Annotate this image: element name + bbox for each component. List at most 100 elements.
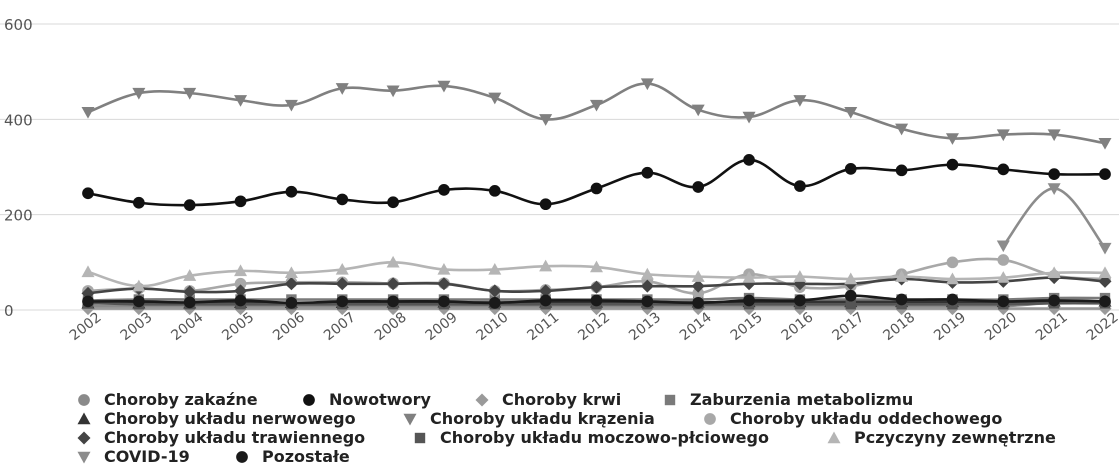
data-point-choroby-ukladu-oddechowego xyxy=(946,256,959,269)
data-point-nowotwory xyxy=(488,184,501,197)
data-point-choroby-ukladu-krazenia xyxy=(1098,137,1112,150)
x-tick-label: 2020 xyxy=(982,309,1020,344)
data-point-nowotwory xyxy=(743,154,755,166)
data-point-nowotwory xyxy=(692,181,705,193)
data-point-choroby-ukladu-krazenia xyxy=(81,106,95,119)
data-point-choroby-ukladu-trawiennego xyxy=(234,284,248,298)
data-point-pozostale xyxy=(844,289,857,302)
data-point-choroby-ukladu-trawiennego xyxy=(590,280,603,294)
data-point-choroby-ukladu-trawiennego xyxy=(539,284,553,298)
x-tick-label: 2006 xyxy=(270,309,308,344)
data-point-choroby-ukladu-krazenia xyxy=(996,129,1010,142)
data-point-choroby-ukladu-trawiennego xyxy=(1098,274,1112,288)
series-pozostale xyxy=(82,289,1111,309)
data-point-pczyczyny-zewnetrzne xyxy=(284,266,298,279)
data-point-pczyczyny-zewnetrzne xyxy=(488,262,502,275)
data-point-nowotwory xyxy=(387,196,399,209)
data-point-pozostale xyxy=(133,295,145,308)
data-point-choroby-ukladu-krazenia xyxy=(539,114,553,126)
data-point-pozostale xyxy=(183,296,196,309)
data-point-choroby-ukladu-trawiennego xyxy=(640,279,654,293)
series-pczyczyny-zewnetrzne xyxy=(81,255,1112,292)
legend-label: Zaburzenia metabolizmu xyxy=(690,390,913,409)
x-tick-label: 2011 xyxy=(524,309,562,344)
data-point-nowotwory xyxy=(997,163,1010,176)
data-point-choroby-ukladu-krazenia xyxy=(1047,129,1061,142)
x-tick-label: 2015 xyxy=(728,309,766,344)
data-point-pczyczyny-zewnetrzne xyxy=(742,271,756,283)
data-point-pozostale xyxy=(438,295,450,308)
data-point-nowotwory xyxy=(641,166,654,179)
legend-marker xyxy=(77,412,91,425)
legend-marker xyxy=(414,432,426,444)
series-line-covid-19 xyxy=(1002,187,1107,249)
x-tick-label: 2019 xyxy=(931,309,969,344)
data-point-choroby-ukladu-trawiennego xyxy=(488,284,502,298)
x-tick-label: 2012 xyxy=(575,309,613,344)
legend-item-zaburzenia-metabolizmu: Zaburzenia metabolizmu xyxy=(664,390,913,409)
data-point-choroby-ukladu-trawiennego xyxy=(691,279,705,293)
data-point-nowotwory xyxy=(234,195,247,208)
data-point-pozostale xyxy=(539,294,552,307)
data-point-pozostale xyxy=(488,297,501,309)
y-tick-label: 0 xyxy=(4,302,14,320)
x-tick-label: 2008 xyxy=(372,309,410,344)
data-point-choroby-ukladu-oddechowego xyxy=(692,287,705,300)
legend-item-choroby-ukladu-oddechowego: Choroby układu oddechowego xyxy=(704,409,1002,428)
data-point-nowotwory xyxy=(82,187,94,200)
data-point-choroby-ukladu-krazenia xyxy=(132,87,146,100)
x-tick-label: 2003 xyxy=(118,309,156,344)
data-point-pczyczyny-zewnetrzne xyxy=(640,267,654,280)
series-choroby-ukladu-trawiennego xyxy=(81,271,1112,300)
legend-marker xyxy=(664,394,676,406)
data-point-choroby-ukladu-krazenia xyxy=(895,123,909,136)
data-point-pczyczyny-zewnetrzne xyxy=(234,264,248,277)
data-point-nowotwory xyxy=(794,180,806,192)
legend-item-choroby-ukladu-krazenia: Choroby układu krązenia xyxy=(403,409,655,428)
data-point-pozostale xyxy=(946,293,959,306)
data-point-choroby-ukladu-krazenia xyxy=(437,80,451,93)
data-point-nowotwory xyxy=(133,196,145,209)
legend-marker xyxy=(704,413,716,425)
series-nowotwory xyxy=(82,154,1111,211)
data-point-pozostale xyxy=(997,295,1010,308)
data-point-nowotwory xyxy=(844,163,857,175)
legend-label: COVID-19 xyxy=(104,447,190,466)
data-point-pozostale xyxy=(794,294,806,307)
x-tick-label: 2014 xyxy=(677,309,715,344)
legend-marker xyxy=(77,431,91,445)
legend-marker xyxy=(236,451,248,463)
legend-item-covid-19: COVID-19 xyxy=(77,447,190,466)
legend-item-choroby-krwi: Choroby krwi xyxy=(475,390,621,409)
x-tick-label: 2021 xyxy=(1033,309,1071,344)
data-point-pczyczyny-zewnetrzne xyxy=(1098,266,1112,279)
data-point-choroby-ukladu-trawiennego xyxy=(183,285,197,299)
series-covid-19 xyxy=(996,183,1112,255)
x-tick-label: 2018 xyxy=(880,309,918,344)
data-point-choroby-ukladu-krazenia xyxy=(284,99,298,112)
data-point-choroby-ukladu-krazenia xyxy=(488,92,502,105)
data-point-covid-19 xyxy=(996,240,1010,253)
x-tick-label: 2016 xyxy=(779,309,817,344)
data-point-pczyczyny-zewnetrzne xyxy=(335,262,349,275)
x-tick-label: 2013 xyxy=(626,309,664,344)
data-point-pczyczyny-zewnetrzne xyxy=(386,255,400,268)
data-point-covid-19 xyxy=(1047,183,1061,195)
legend-label: Choroby zakaźne xyxy=(104,390,258,409)
data-point-pczyczyny-zewnetrzne xyxy=(895,270,909,282)
legend-item-choroby-ukladu-trawiennego: Choroby układu trawiennego xyxy=(77,428,365,447)
data-point-pczyczyny-zewnetrzne xyxy=(539,259,553,272)
data-point-nowotwory xyxy=(285,185,298,198)
data-point-pozostale xyxy=(336,295,349,308)
data-point-choroby-ukladu-trawiennego xyxy=(386,277,400,291)
data-point-pczyczyny-zewnetrzne xyxy=(793,270,807,282)
data-point-choroby-ukladu-trawiennego xyxy=(284,277,298,291)
data-point-pozostale xyxy=(590,294,603,307)
series-choroby-ukladu-krazenia xyxy=(81,78,1112,150)
data-point-choroby-ukladu-trawiennego xyxy=(437,277,451,291)
legend-label: Choroby układu oddechowego xyxy=(730,409,1002,428)
legend: Choroby zakaźne Nowotwory Choroby krwi Zabu… xyxy=(77,390,1056,466)
x-tick-label: 2004 xyxy=(168,309,206,344)
